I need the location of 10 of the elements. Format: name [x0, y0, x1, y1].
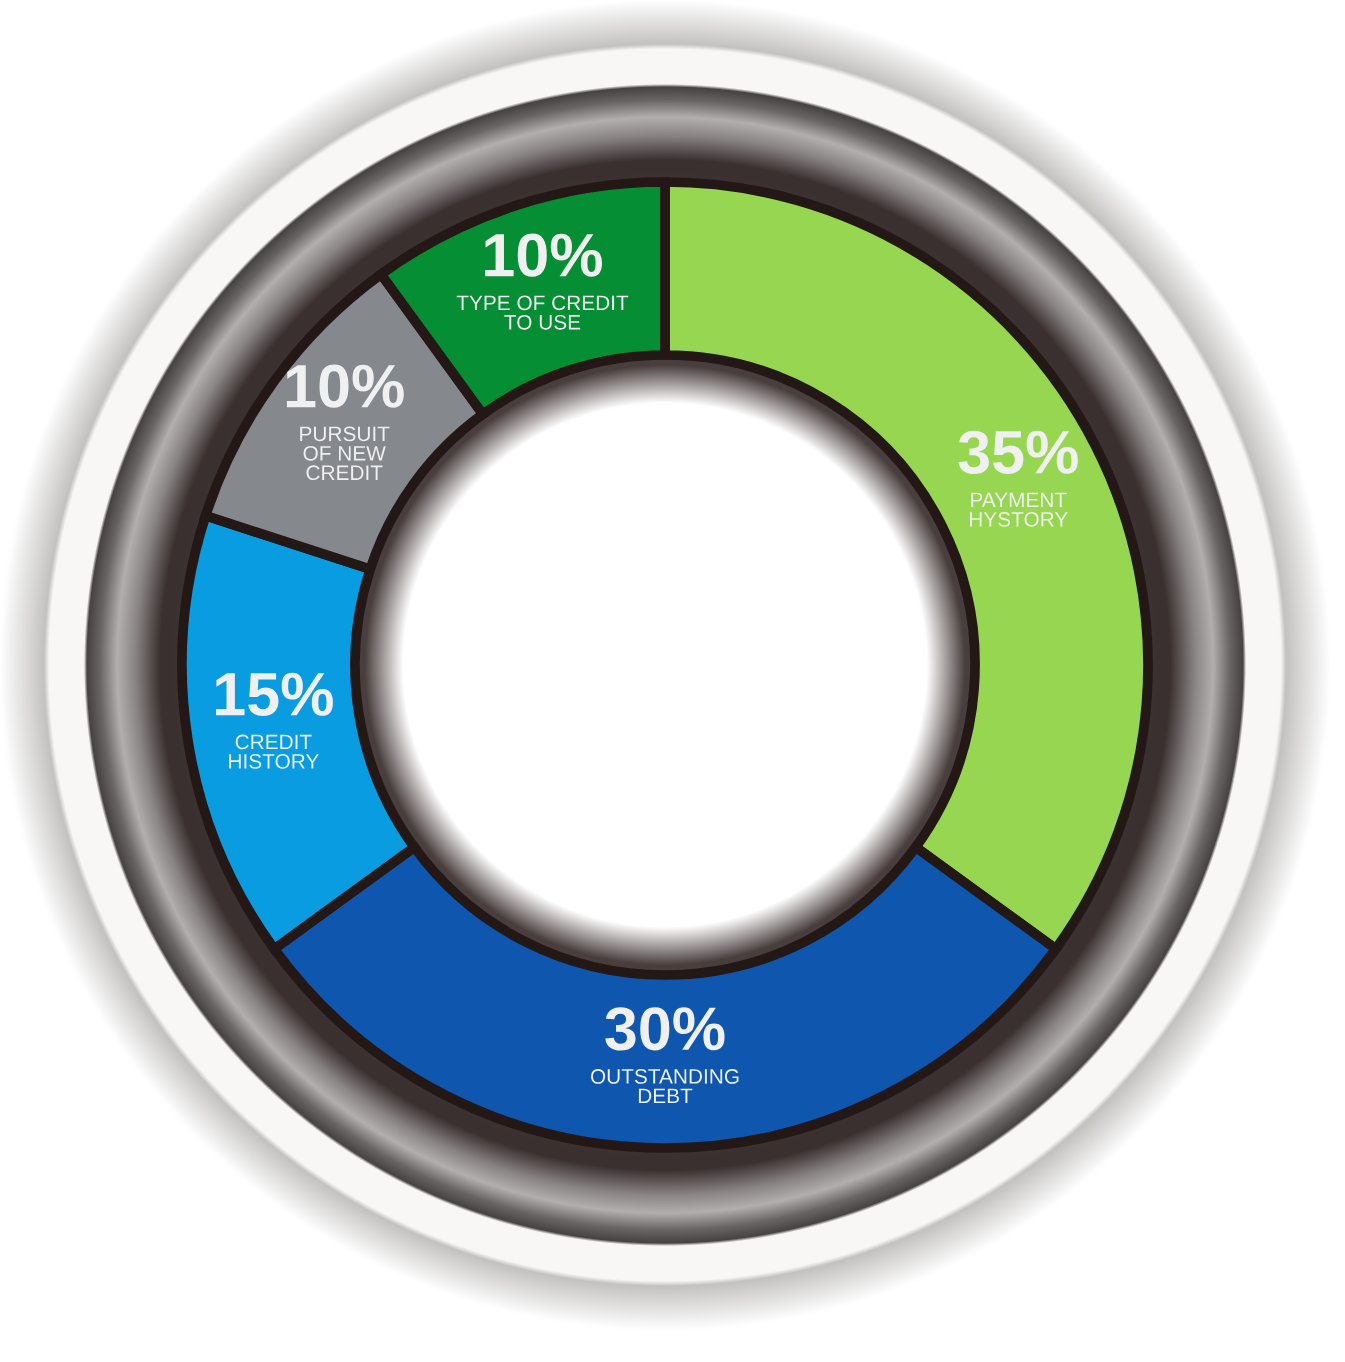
data-label: 35%: [958, 430, 1078, 474]
data-label: 30%: [605, 1007, 725, 1051]
slice-label: CREDIT HISTORY: [229, 734, 319, 769]
slice-label: OUTSTANDING DEBT: [590, 1069, 739, 1104]
slice-label: TYPE OF CREDIT TO USE: [456, 295, 629, 330]
data-label: 10%: [485, 233, 603, 277]
slice-label: PAYMENT HYSTORY: [970, 492, 1068, 527]
data-label: 10%: [286, 364, 404, 408]
slice-label: PURSUIT OF NEW CREDIT: [300, 426, 390, 481]
data-label: 15%: [216, 672, 333, 716]
